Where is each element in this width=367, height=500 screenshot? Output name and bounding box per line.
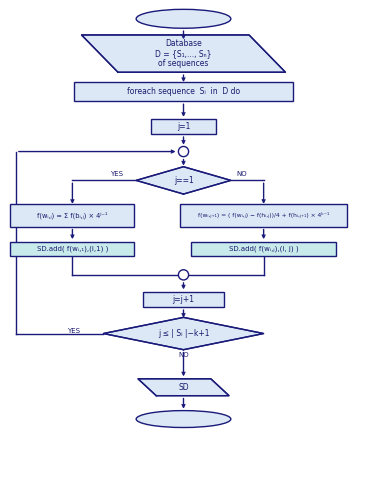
- Text: j=j+1: j=j+1: [172, 295, 195, 304]
- FancyBboxPatch shape: [151, 119, 216, 134]
- Text: f(wᵢ,ⱼ) = Σ f(bᵢ,ⱼ) × 4ʲ⁻¹: f(wᵢ,ⱼ) = Σ f(bᵢ,ⱼ) × 4ʲ⁻¹: [37, 212, 108, 219]
- Text: j=1: j=1: [177, 122, 190, 131]
- Text: j ≤ | Sᵢ |−k+1: j ≤ | Sᵢ |−k+1: [158, 329, 209, 338]
- Text: SD.add( f(wᵢ,ⱼ),(i, j) ): SD.add( f(wᵢ,ⱼ),(i, j) ): [229, 246, 298, 252]
- Text: YES: YES: [110, 172, 123, 177]
- Ellipse shape: [178, 270, 189, 280]
- Text: foreach sequence  Sᵢ  in  D do: foreach sequence Sᵢ in D do: [127, 88, 240, 96]
- FancyBboxPatch shape: [180, 204, 348, 227]
- FancyBboxPatch shape: [11, 242, 134, 256]
- Ellipse shape: [136, 410, 231, 428]
- Text: YES: YES: [67, 328, 80, 334]
- FancyBboxPatch shape: [143, 292, 224, 307]
- FancyBboxPatch shape: [191, 242, 337, 256]
- Text: f(wᵢ,ⱼ₊₁) = ( f(wᵢ,ⱼ) − f(hᵢ,ⱼ))/4 + f(hᵢ,ⱼ₊₁) × 4ᵏ⁻¹: f(wᵢ,ⱼ₊₁) = ( f(wᵢ,ⱼ) − f(hᵢ,ⱼ))/4 + f(h…: [198, 212, 329, 218]
- Text: NO: NO: [236, 172, 247, 177]
- Polygon shape: [136, 166, 231, 194]
- Polygon shape: [81, 35, 286, 72]
- Polygon shape: [138, 379, 229, 396]
- Text: SD: SD: [178, 382, 189, 392]
- Ellipse shape: [136, 10, 231, 28]
- Text: SD.add( f(wᵢ,₁),(i,1) ): SD.add( f(wᵢ,₁),(i,1) ): [37, 246, 108, 252]
- Text: Database
D = {S₁,..., Sₙ}
of sequences: Database D = {S₁,..., Sₙ} of sequences: [155, 38, 212, 68]
- FancyBboxPatch shape: [11, 204, 134, 227]
- Text: NO: NO: [178, 352, 189, 358]
- Text: j==1: j==1: [174, 176, 193, 185]
- Ellipse shape: [178, 146, 189, 156]
- FancyBboxPatch shape: [74, 82, 293, 102]
- Polygon shape: [103, 318, 264, 350]
